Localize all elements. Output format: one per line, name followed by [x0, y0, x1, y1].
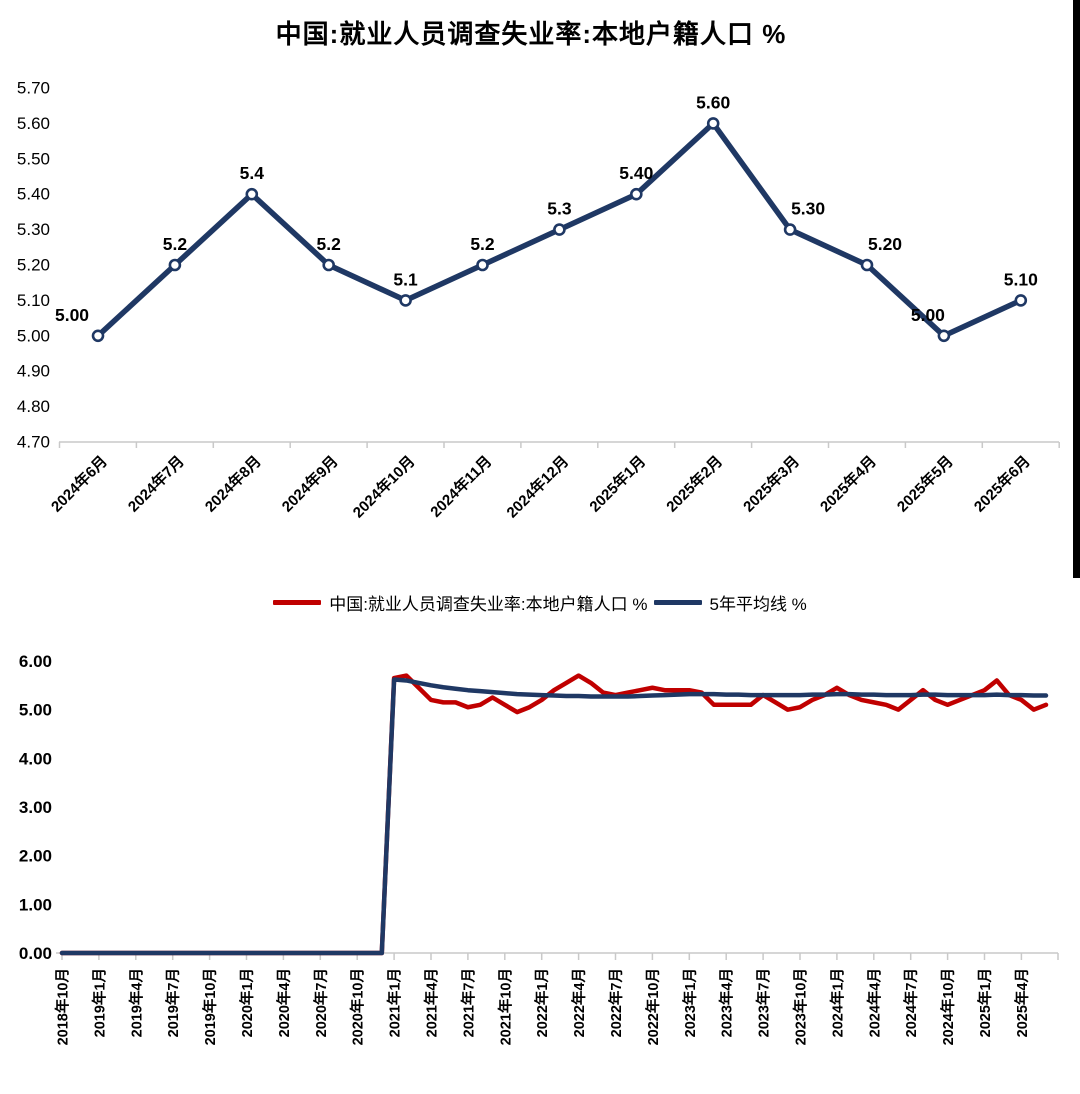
red-line-swatch-icon — [273, 600, 322, 605]
x-tick-label: 2023年1月 — [681, 968, 699, 1037]
y-tick-label: 5.50 — [17, 149, 50, 168]
x-tick-label: 2024年10月 — [939, 968, 957, 1045]
y-tick-label: 5.00 — [19, 701, 52, 720]
top-chart-canvas: 5.70 5.60 5.50 5.40 5.30 5.20 5.10 5.00 4.90 4.80… — [17, 79, 1060, 521]
data-label: 5.2 — [163, 234, 188, 254]
y-tick-label: 3.00 — [19, 798, 52, 817]
data-point-marker — [399, 294, 412, 307]
y-tick-label: 5.00 — [17, 326, 50, 345]
x-tick-label: 2020年1月 — [238, 968, 256, 1037]
data-label: 5.2 — [317, 234, 342, 254]
data-point-marker — [553, 223, 566, 236]
legend-label-average: 5年平均线 % — [709, 595, 807, 614]
navy-line-swatch-icon — [653, 600, 702, 605]
x-tick-label: 2019年7月 — [164, 968, 182, 1037]
data-label: 5.3 — [547, 199, 572, 219]
data-label: 5.10 — [1004, 269, 1038, 289]
y-tick-label: 5.60 — [17, 114, 50, 133]
x-tick-label: 2023年10月 — [792, 968, 810, 1045]
x-tick-label: 2023年7月 — [755, 968, 773, 1037]
data-label: 5.20 — [868, 234, 902, 254]
legend-item-average: 5年平均线 % — [653, 590, 807, 615]
y-tick-label: 4.90 — [17, 362, 50, 381]
data-point-marker — [860, 258, 874, 272]
x-tick-label: 2020年4月 — [275, 968, 293, 1037]
data-label: 5.30 — [791, 199, 825, 219]
x-tick-label: 2024年1月 — [828, 968, 846, 1037]
y-tick-label: 5.40 — [17, 185, 50, 204]
y-tick-label: 5.70 — [17, 79, 50, 98]
data-label: 5.2 — [470, 234, 495, 254]
y-tick-label: 5.20 — [17, 256, 50, 275]
x-tick-label: 2019年4月 — [127, 968, 145, 1037]
data-point-marker — [783, 223, 797, 236]
x-tick-label: 2024年4月 — [865, 968, 883, 1037]
data-label: 5.00 — [55, 305, 89, 325]
x-tick-label: 2019年10月 — [201, 968, 219, 1045]
data-label: 5.00 — [911, 305, 945, 325]
data-label: 5.1 — [393, 269, 418, 289]
x-tick-label: 2020年10月 — [349, 968, 367, 1045]
data-label: 5.4 — [240, 163, 265, 183]
legend-label-unemployment: 中国:就业人员调查失业率:本地户籍人口 % — [329, 595, 648, 614]
x-tick-label: 2022年4月 — [570, 968, 588, 1037]
y-tick-label: 4.70 — [17, 433, 50, 452]
scan-artifact-bar — [1073, 0, 1080, 578]
x-tick-label: 2025年1月 — [976, 968, 994, 1037]
x-tick-label: 2021年4月 — [423, 968, 441, 1037]
legend-item-unemployment: 中国:就业人员调查失业率:本地户籍人口 % — [273, 590, 648, 615]
x-tick-label: 2018年10月 — [54, 968, 72, 1045]
y-tick-label: 5.30 — [17, 220, 50, 239]
y-tick-label: 0.00 — [19, 944, 52, 963]
x-tick-label: 2021年1月 — [386, 968, 404, 1037]
y-tick-label: 4.80 — [17, 397, 50, 416]
data-label: 5.40 — [619, 163, 653, 183]
y-tick-label: 5.10 — [17, 291, 50, 310]
data-label: 5.60 — [696, 92, 730, 112]
y-tick-label: 6.00 — [19, 652, 52, 671]
top-chart-title: 中国:就业人员调查失业率:本地户籍人口 % — [275, 19, 787, 49]
series-line-5yr-average — [59, 677, 1049, 956]
data-point-marker — [168, 258, 182, 272]
data-point-marker — [245, 187, 259, 201]
x-tick-label: 2022年10月 — [644, 968, 662, 1045]
bottom-chart-legend: 中国:就业人员调查失业率:本地户籍人口 % 5年平均线 % — [0, 590, 1080, 615]
x-tick-label: 2021年10月 — [496, 968, 514, 1045]
x-tick-label: 2022年1月 — [533, 968, 551, 1037]
y-tick-label: 2.00 — [19, 847, 52, 866]
data-point-marker — [322, 258, 336, 272]
x-tick-label: 2021年7月 — [459, 968, 477, 1037]
y-tick-label: 1.00 — [19, 895, 52, 914]
data-point-marker — [937, 329, 951, 343]
x-tick-label: 2025年4月 — [1013, 968, 1031, 1037]
x-tick-label: 2023年4月 — [718, 968, 736, 1037]
data-point-marker — [91, 329, 105, 343]
data-point-marker — [476, 258, 489, 272]
data-point-marker — [706, 117, 720, 130]
data-point-marker — [629, 187, 643, 201]
x-tick-label: 2020年7月 — [312, 968, 330, 1037]
series-line-unemployment — [59, 673, 1049, 956]
x-tick-label: 2024年7月 — [902, 968, 920, 1037]
data-point-marker — [1014, 294, 1028, 307]
x-tick-label: 2019年1月 — [90, 968, 108, 1037]
x-tick-label: 2022年7月 — [607, 968, 625, 1037]
y-tick-label: 4.00 — [19, 749, 52, 768]
